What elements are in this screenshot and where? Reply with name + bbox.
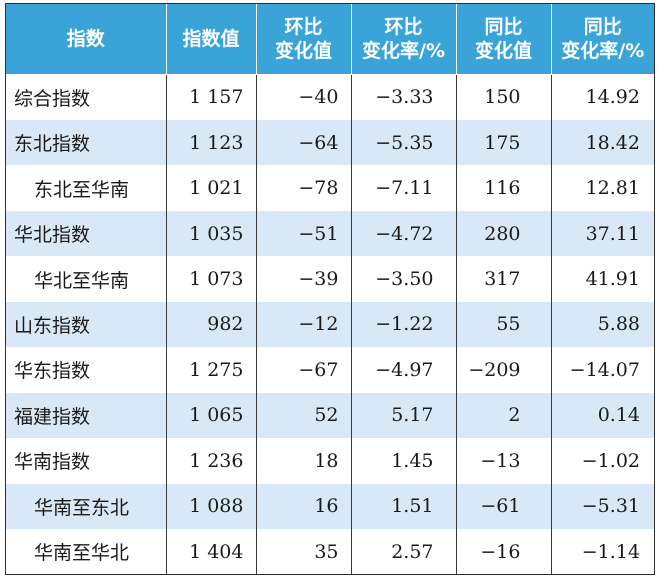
yoy-rate-cell: 0.14 [551,392,654,439]
yoy-change-cell: −61 [456,483,552,530]
table-row: 福建指数 1 065 52 5.17 2 0.14 [6,392,654,439]
index-value-cell: 1 065 [166,392,257,439]
header-yoy-change-line: 同比 [484,16,523,38]
mom-change-cell: −51 [256,210,352,257]
index-name-cell: 华南至东北 [6,483,167,530]
mom-change-cell: −40 [256,73,352,120]
table-row: 华北至华南 1 073 −39 −3.50 317 41.91 [6,255,654,302]
header-yoy-change-line: 变化值 [474,40,532,62]
table-row: 华北指数 1 035 −51 −4.72 280 37.11 [6,210,654,257]
yoy-change-cell: 2 [456,392,552,439]
mom-rate-cell: −3.33 [351,73,457,120]
index-value-cell: 1 275 [166,346,257,393]
mom-rate-cell: −4.97 [351,346,457,393]
mom-change-cell: 52 [256,392,352,439]
mom-rate-cell: 2.57 [351,528,457,574]
index-value-cell: 1 123 [166,119,257,166]
index-name-cell: 华南至华北 [6,528,167,574]
header-mom-rate-line: 环比 [384,16,423,38]
index-table-container: 指数 指数值 环比 变化值 环比 变化率/% 同比 变化值 同比 变化率/% 综合指数 1 157−… [5,3,655,575]
mom-rate-cell: −5.35 [351,119,457,166]
yoy-rate-cell: 14.92 [551,73,654,120]
header-index: 指数 [6,4,167,75]
header-yoy-rate: 同比 变化率/% [551,4,654,75]
mom-rate-cell: 1.51 [351,483,457,530]
mom-rate-cell: 1.45 [351,437,457,484]
table-row: 华南至东北 1 088 16 1.51 −61 −5.31 [6,483,654,530]
index-value-cell: 1 404 [166,528,257,574]
yoy-rate-cell: −1.02 [551,437,654,484]
header-yoy-rate-line: 同比 [583,16,622,38]
index-value-cell: 1 088 [166,483,257,530]
yoy-change-cell: 280 [456,210,552,257]
table-header: 指数 指数值 环比 变化值 环比 变化率/% 同比 变化值 同比 变化率/% [6,4,654,75]
header-mom-rate: 环比 变化率/% [351,4,457,75]
yoy-change-cell: −16 [456,528,552,574]
yoy-rate-cell: 18.42 [551,119,654,166]
index-value-cell: 982 [166,301,257,348]
yoy-rate-cell: 12.81 [551,164,654,211]
index-name-cell: 综合指数 [6,73,167,120]
mom-rate-cell: −3.50 [351,255,457,302]
index-name-cell: 东北至华南 [6,164,167,211]
yoy-rate-cell: −1.14 [551,528,654,574]
yoy-change-cell: −13 [456,437,552,484]
mom-change-cell: −64 [256,119,352,166]
index-value-cell: 1 021 [166,164,257,211]
index-name-cell: 华东指数 [6,346,167,393]
yoy-change-cell: 150 [456,73,552,120]
header-mom-change-line: 环比 [284,16,323,38]
index-value-cell: 1 073 [166,255,257,302]
table-row: 华东指数 1 275 −67 −4.97 −209 −14.07 [6,346,654,393]
index-value-cell: 1 236 [166,437,257,484]
mom-change-cell: 35 [256,528,352,574]
yoy-change-cell: 175 [456,119,552,166]
index-name-cell: 华北指数 [6,210,167,257]
yoy-change-cell: 317 [456,255,552,302]
index-name-cell: 山东指数 [6,301,167,348]
yoy-rate-cell: −5.31 [551,483,654,530]
header-index-value-line: 指数值 [182,28,240,50]
index-name-cell: 华北至华南 [6,255,167,302]
header-yoy-rate-line: 变化率/% [561,40,645,62]
mom-change-cell: −12 [256,301,352,348]
mom-change-cell: 18 [256,437,352,484]
index-name-cell: 东北指数 [6,119,167,166]
yoy-rate-cell: 37.11 [551,210,654,257]
table-row: 东北指数 1 123 −64 −5.35 175 18.42 [6,119,654,166]
header-index-line: 指数 [66,28,105,50]
yoy-change-cell: 55 [456,301,552,348]
yoy-rate-cell: −14.07 [551,346,654,393]
table-row: 综合指数 1 157 −40 −3.33 150 14.92 [6,73,654,120]
mom-change-cell: 16 [256,483,352,530]
index-value-cell: 1 035 [166,210,257,257]
header-mom-change: 环比 变化值 [256,4,352,75]
mom-change-cell: −39 [256,255,352,302]
mom-rate-cell: 5.17 [351,392,457,439]
header-row: 指数 指数值 环比 变化值 环比 变化率/% 同比 变化值 同比 变化率/% [6,4,654,75]
mom-rate-cell: −7.11 [351,164,457,211]
yoy-change-cell: −209 [456,346,552,393]
table-row: 山东指数 982 −12 −1.22 55 5.88 [6,301,654,348]
table-row: 华南指数 1 236 18 1.45 −13 −1.02 [6,437,654,484]
index-value-cell: 1 157 [166,73,257,120]
mom-rate-cell: −1.22 [351,301,457,348]
index-name-cell: 华南指数 [6,437,167,484]
table-row: 东北至华南 1 021 −78 −7.11 116 12.81 [6,164,654,211]
header-mom-change-line: 变化值 [274,40,332,62]
header-index-value: 指数值 [166,4,257,75]
header-yoy-change: 同比 变化值 [456,4,552,75]
header-mom-rate-line: 变化率/% [362,40,445,62]
index-table: 指数 指数值 环比 变化值 环比 变化率/% 同比 变化值 同比 变化率/% 综合指数 1 157−… [6,4,654,574]
index-name-cell: 福建指数 [6,392,167,439]
yoy-rate-cell: 41.91 [551,255,654,302]
table-body: 综合指数 1 157 −40 −3.33 150 14.92 东北指数 1 123 −64 −5.… [6,73,654,574]
yoy-rate-cell: 5.88 [551,301,654,348]
mom-rate-cell: −4.72 [351,210,457,257]
mom-change-cell: −78 [256,164,352,211]
yoy-change-cell: 116 [456,164,552,211]
mom-change-cell: −67 [256,346,352,393]
table-row: 华南至华北 1 404 35 2.57 −16 −1.14 [6,528,654,574]
